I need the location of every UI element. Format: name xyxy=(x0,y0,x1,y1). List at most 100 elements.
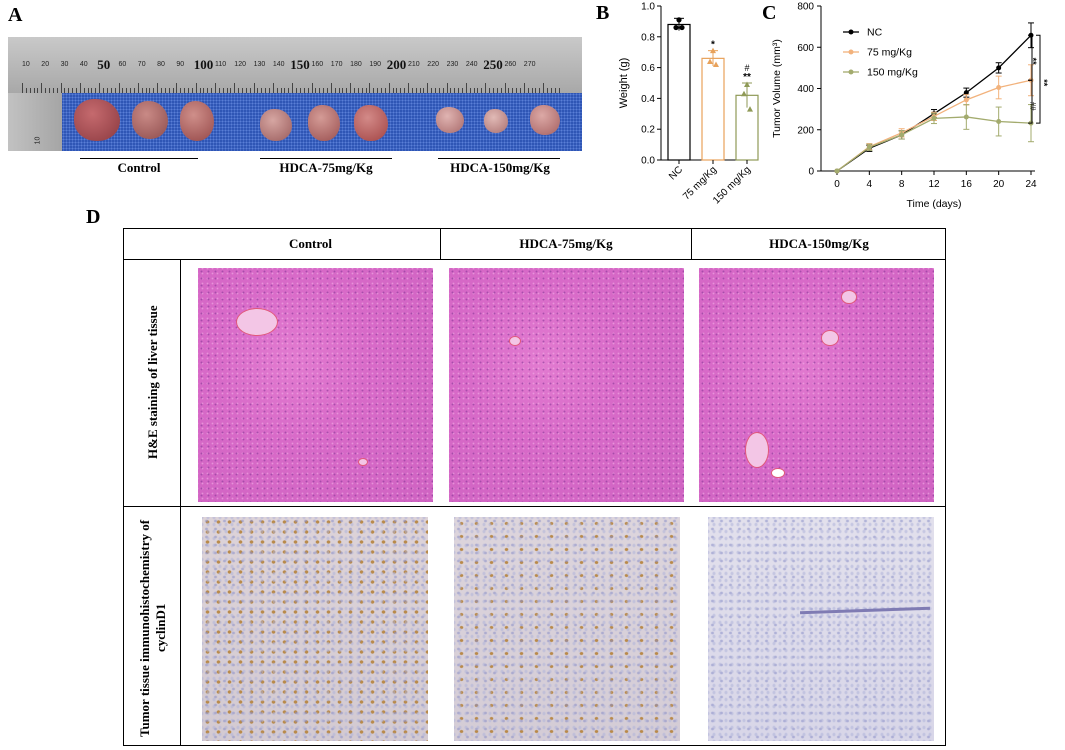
ruler-tick xyxy=(550,88,552,93)
ruler-tick xyxy=(531,88,533,93)
ruler-tick xyxy=(33,88,35,93)
group-label-150: HDCA-150mg/Kg xyxy=(450,160,550,175)
ruler-tick-label: 140 xyxy=(272,61,285,68)
vessel xyxy=(236,308,278,336)
ruler-tick xyxy=(442,88,444,93)
ruler-tick xyxy=(543,83,545,93)
ruler-tick xyxy=(323,88,325,93)
ruler-major-tick-label: 200 xyxy=(386,57,407,72)
ruler-major-tick-label: 250 xyxy=(483,57,503,72)
ruler-tick xyxy=(431,88,433,93)
y-tick-label: 0.0 xyxy=(641,156,655,167)
ruler-tick-label: 70 xyxy=(137,61,146,68)
ruler-tick xyxy=(473,88,475,93)
y-tick-label: 0.8 xyxy=(641,32,655,43)
data-point xyxy=(713,61,719,68)
data-point xyxy=(931,115,937,121)
sig-bracket xyxy=(1028,79,1033,124)
data-point xyxy=(834,168,840,174)
data-point xyxy=(744,81,750,88)
ruler-tick xyxy=(307,88,309,93)
ruler-tick-label: 210 xyxy=(408,61,420,68)
ruler-tick xyxy=(164,88,166,93)
ruler-tick xyxy=(508,88,510,93)
ruler-tick xyxy=(99,83,101,93)
ruler-tick xyxy=(299,88,301,93)
ruler-tick xyxy=(492,88,494,93)
ruler-tick xyxy=(52,88,54,93)
y-tick-label: 1.0 xyxy=(641,2,655,13)
sig-label: ## xyxy=(1028,102,1037,111)
bar xyxy=(701,57,725,161)
ruler-tick xyxy=(427,83,429,93)
ruler-tick xyxy=(380,88,382,93)
ruler-tick xyxy=(103,88,105,93)
ruler-tick xyxy=(110,88,112,93)
histology-table: Control HDCA-75mg/Kg HDCA-150mg/Kg H&E s… xyxy=(123,228,946,746)
ruler-tick xyxy=(276,88,278,93)
y-tick-label: 800 xyxy=(797,2,814,13)
y-axis-label: Tumor Volume (mm³) xyxy=(771,39,783,138)
ruler-tick-label: 160 xyxy=(311,61,324,68)
ruler-tick-label: 240 xyxy=(465,61,478,68)
ruler-tick-label: 190 xyxy=(369,61,382,68)
ruler-tick xyxy=(411,88,413,93)
tumor-150-2 xyxy=(484,109,508,133)
ruler-tick xyxy=(106,88,108,93)
sig-bracket xyxy=(1036,34,1041,124)
tumor-150-3 xyxy=(530,105,560,135)
ruler-tick xyxy=(60,83,62,93)
divider xyxy=(124,506,945,507)
data-point xyxy=(996,119,1002,124)
ruler-tick xyxy=(384,88,386,93)
ruler-tick xyxy=(361,88,363,93)
y-axis-label: Weight (g) xyxy=(618,58,630,109)
ruler-tick xyxy=(315,88,317,93)
ruler-tick xyxy=(249,88,251,93)
ruler-tick-label: 80 xyxy=(157,61,165,68)
ruler-tick xyxy=(195,83,197,93)
ruler-tick xyxy=(311,83,313,93)
ruler-tick xyxy=(64,88,66,93)
ruler-tick xyxy=(180,88,182,93)
divider xyxy=(440,229,441,259)
ruler-tick xyxy=(95,88,97,93)
tumor-photo: 10 20 30 40 60 70 80 90 110 120 130 140 160 170 180 190… xyxy=(8,37,582,151)
ihc-image-75 xyxy=(454,517,680,741)
series-line xyxy=(836,116,1032,172)
ruler-tick xyxy=(446,83,448,93)
ruler-tick-label: 120 xyxy=(234,61,246,68)
ruler-tick xyxy=(292,83,294,93)
ruler-tick-label: 110 xyxy=(215,61,227,68)
ruler-tick xyxy=(512,88,514,93)
ruler-tick xyxy=(496,88,498,93)
ruler-tick-label: 270 xyxy=(523,61,536,68)
column-header-control: Control xyxy=(288,236,333,251)
ruler-tick xyxy=(546,88,548,93)
ruler-tick xyxy=(118,83,120,93)
ruler-tick xyxy=(516,88,518,93)
data-point xyxy=(679,24,685,31)
ruler-tick xyxy=(257,88,259,93)
significance-mark: # xyxy=(744,63,749,73)
ruler-tick xyxy=(477,88,479,93)
ruler-major-tick-label: 100 xyxy=(193,57,214,72)
x-tick-label: 4 xyxy=(867,179,873,190)
ruler-tick xyxy=(172,88,174,93)
vessel xyxy=(771,468,785,478)
x-tick-label: 24 xyxy=(1025,179,1037,190)
data-point xyxy=(963,114,969,120)
ruler-tick xyxy=(265,88,267,93)
ruler-tick xyxy=(141,88,143,93)
ruler-tick-label: 10 xyxy=(22,61,30,68)
ruler-tick xyxy=(419,88,421,93)
ruler-tick xyxy=(22,83,23,93)
tissue-fold xyxy=(799,606,931,615)
ruler-tick xyxy=(87,88,89,93)
ruler-tick xyxy=(377,88,379,93)
vessel xyxy=(821,330,839,346)
ruler-tick xyxy=(222,88,224,93)
ruler-tick xyxy=(527,88,529,93)
ruler-tick xyxy=(353,88,355,93)
